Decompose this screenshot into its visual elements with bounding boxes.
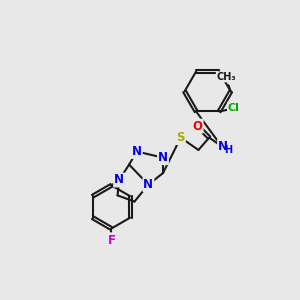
Text: N: N — [158, 151, 168, 164]
Text: N: N — [143, 178, 153, 191]
Text: N: N — [132, 145, 142, 158]
Text: Cl: Cl — [228, 103, 240, 112]
Text: O: O — [193, 120, 202, 133]
Text: F: F — [107, 233, 116, 247]
Text: N: N — [218, 140, 228, 153]
Text: CH₃: CH₃ — [216, 72, 236, 82]
Text: N: N — [114, 173, 124, 187]
Text: S: S — [176, 131, 185, 144]
Text: H: H — [224, 145, 232, 155]
Text: F: F — [107, 233, 116, 247]
